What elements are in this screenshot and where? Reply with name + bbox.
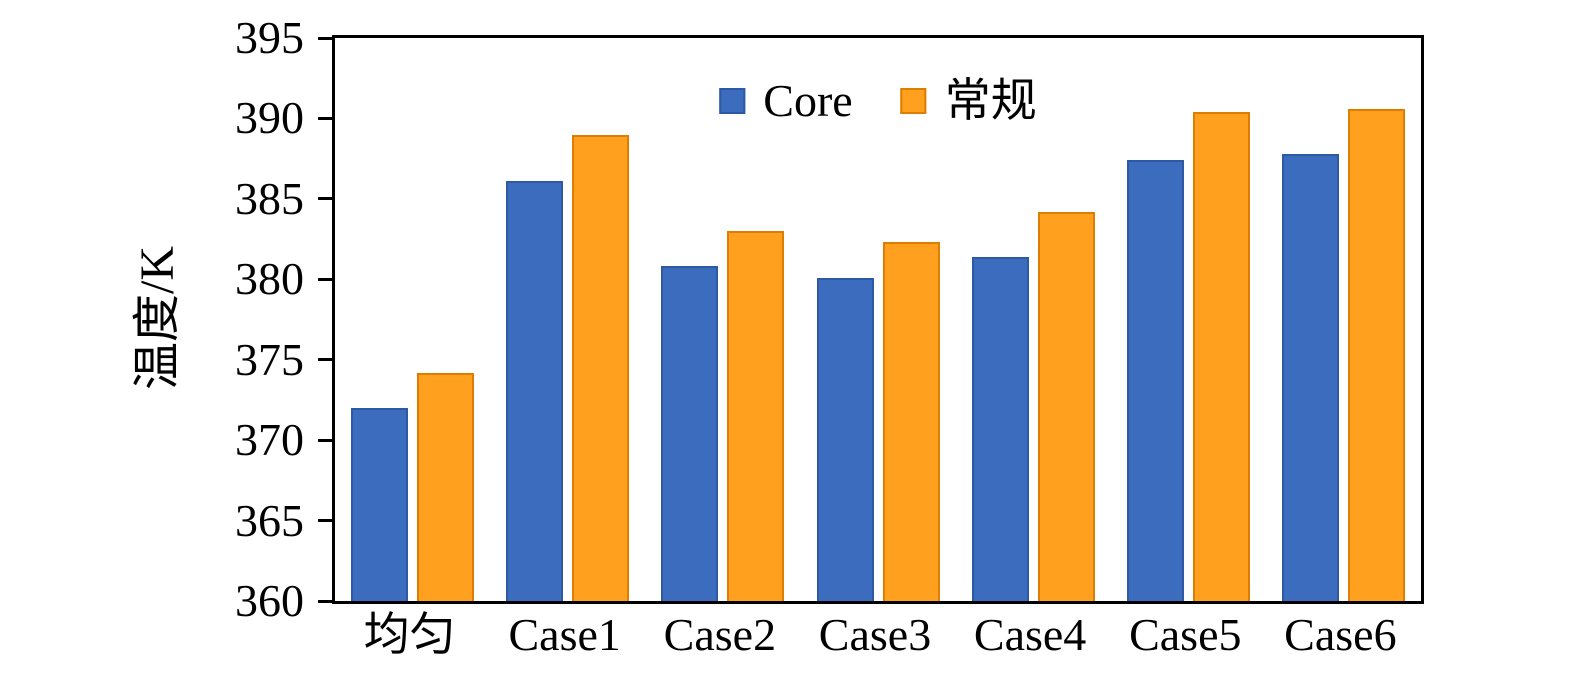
bar-Core-Case5 <box>1126 160 1184 601</box>
bar-常规-Case1 <box>572 134 630 601</box>
plot-area: Core 常规 <box>318 35 1424 604</box>
x-tick-label-均匀: 均匀 <box>363 609 456 660</box>
y-tick-label: 360 <box>235 575 304 626</box>
x-tick-label-Case1: Case1 <box>508 609 621 660</box>
y-tick-mark <box>318 599 332 603</box>
legend-item-core: Core <box>719 75 853 126</box>
legend-swatch-changgui <box>900 88 927 114</box>
bar-Core-Case2 <box>661 266 719 601</box>
bar-常规-Case4 <box>1037 211 1095 601</box>
bar-Core-Case6 <box>1281 153 1339 601</box>
bar-Core-Case4 <box>971 256 1029 601</box>
y-tick-label: 380 <box>235 253 304 305</box>
legend-swatch-core <box>719 88 746 114</box>
y-tick-mark <box>318 358 332 362</box>
y-tick-mark <box>318 36 332 40</box>
bars-container <box>318 36 1421 603</box>
y-tick-label: 395 <box>235 12 304 63</box>
y-tick-label: 365 <box>235 494 304 546</box>
y-tick-label: 390 <box>235 92 304 144</box>
bar-常规-Case5 <box>1192 112 1250 601</box>
x-tick-label-Case5: Case5 <box>1129 609 1242 660</box>
bar-常规-均匀 <box>417 372 475 601</box>
bar-Core-Case1 <box>506 181 564 601</box>
x-tick-label-Case3: Case3 <box>818 609 932 660</box>
x-tick-label-Case6: Case6 <box>1284 609 1397 660</box>
x-tick-label-Case4: Case4 <box>973 609 1087 660</box>
y-tick-mark <box>318 438 332 442</box>
legend: Core 常规 <box>719 75 1037 126</box>
bar-常规-Case2 <box>727 231 785 601</box>
y-tick-mark <box>318 197 332 201</box>
y-tick-label: 370 <box>235 414 304 466</box>
x-tick-label-Case2: Case2 <box>663 609 777 660</box>
y-tick-mark <box>318 277 332 281</box>
legend-label-core: Core <box>763 75 853 126</box>
legend-item-changgui: 常规 <box>900 75 1037 126</box>
y-axis-tick-labels: 360 365 370 375 380 385 390 395 <box>0 15 332 624</box>
y-tick-mark <box>318 116 332 120</box>
bar-常规-Case6 <box>1347 108 1405 601</box>
y-tick-label: 375 <box>235 333 304 385</box>
bar-常规-Case3 <box>882 242 940 601</box>
legend-label-changgui: 常规 <box>944 75 1037 126</box>
bar-Core-均匀 <box>351 408 409 601</box>
y-tick-mark <box>318 519 332 523</box>
x-axis-labels: 均匀 Case1 Case2 Case3 Case4 Case5 Case6 <box>332 612 1418 672</box>
y-tick-label: 385 <box>235 172 304 224</box>
bar-Core-Case3 <box>816 277 874 601</box>
